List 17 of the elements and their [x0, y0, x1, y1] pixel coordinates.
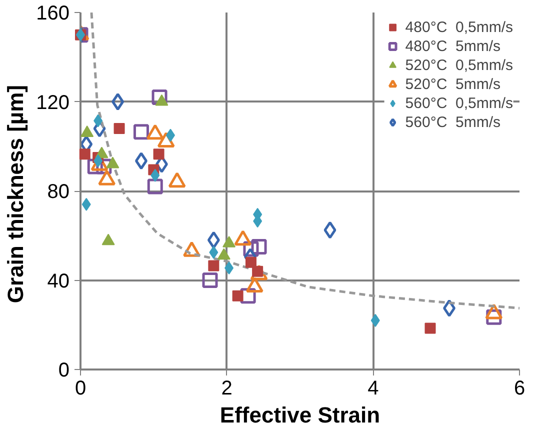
x-tick-label: 2	[221, 378, 232, 400]
legend-label: 560°C 5mm/s	[405, 113, 500, 131]
legend-label: 560°C 0,5mm/s	[405, 94, 513, 112]
y-axis-title: Grain thickness [µm]	[3, 85, 28, 304]
y-tick-label: 120	[36, 92, 70, 114]
x-tick-label: 0	[74, 378, 86, 400]
y-tick-label: 40	[47, 270, 70, 292]
x-tick-label: 6	[514, 378, 526, 400]
legend-label: 480°C 5mm/s	[405, 37, 500, 55]
legend-label: 520°C 5mm/s	[405, 75, 500, 93]
y-tick-label: 0	[58, 360, 70, 382]
x-axis-title: Effective Strain	[220, 402, 380, 428]
y-tick-label: 80	[47, 181, 70, 203]
legend-label: 480°C 0,5mm/s	[405, 18, 513, 36]
legend-label: 520°C 0,5mm/s	[405, 56, 513, 74]
y-tick-label: 160	[36, 2, 70, 24]
x-tick-label: 4	[368, 378, 379, 400]
